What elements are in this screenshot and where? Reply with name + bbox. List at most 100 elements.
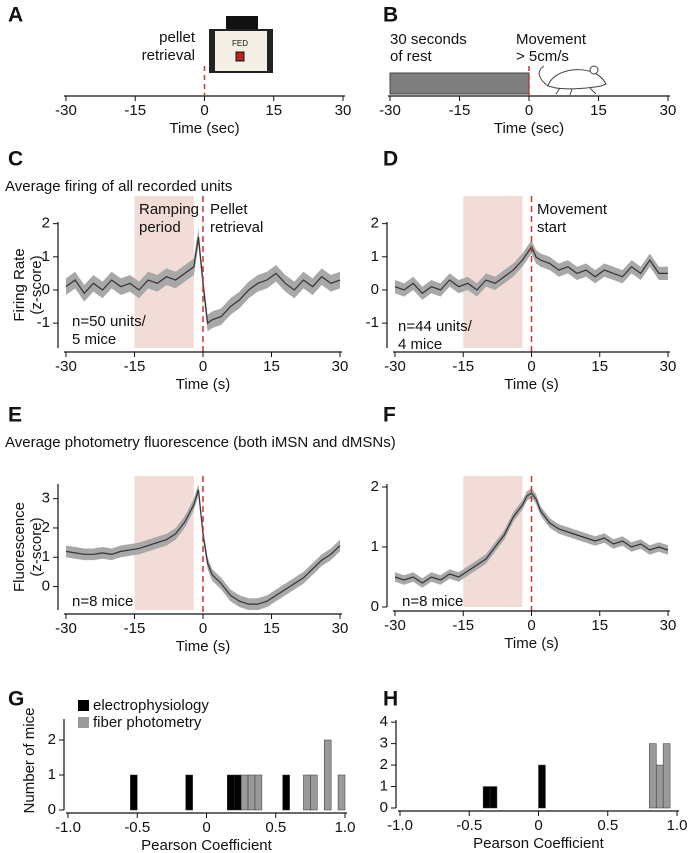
x-tick-label: 15	[591, 617, 608, 634]
x-axis-label: Pearson Coefficient	[473, 835, 604, 852]
x-tick-label: 15	[590, 102, 607, 119]
y-axis-label: Fluorescence	[11, 502, 28, 592]
n-label: n=8 mice	[72, 593, 133, 610]
y-axis-label: (z-score)	[28, 255, 45, 314]
event-label: pellet	[159, 29, 196, 46]
mean-line	[65, 489, 341, 605]
y-tick-label: 2	[48, 731, 56, 748]
x-tick-label: -30	[379, 102, 401, 119]
x-tick-label: -15	[452, 358, 474, 375]
x-tick-label: 30	[660, 617, 677, 634]
y-tick-label: 0	[371, 281, 379, 298]
panel-letter: C	[8, 148, 23, 171]
x-tick-label: 0.5	[265, 819, 286, 836]
x-tick-label: 0	[199, 358, 207, 375]
device-label: FED	[232, 39, 248, 48]
y-tick-label: 2	[380, 756, 388, 773]
panel-letter: A	[8, 4, 23, 27]
bar	[482, 786, 491, 809]
n-label: n=8 mice	[402, 593, 463, 610]
x-tick-label: -0.5	[124, 819, 150, 836]
y-tick-label: 4	[380, 713, 388, 730]
y-tick-label: 2	[371, 215, 379, 232]
shade-label: period	[139, 219, 181, 236]
x-tick-label: 30	[332, 358, 349, 375]
x-axis-label: Time (s)	[504, 376, 558, 393]
movement-label: > 5cm/s	[516, 48, 569, 65]
y-tick-label: 2	[42, 519, 50, 536]
fed-device: FED	[209, 16, 273, 73]
x-tick-label: 0.5	[597, 817, 618, 834]
x-axis-label: Time (s)	[504, 635, 558, 652]
error-band	[66, 484, 340, 610]
x-axis-label: Pearson Coefficient	[141, 837, 272, 853]
shade-label: Ramping	[139, 201, 199, 218]
device-body	[209, 29, 273, 73]
subtitle: Average firing of all recorded units	[5, 178, 232, 195]
y-tick-label: 1	[42, 548, 50, 565]
n-label: 5 mice	[72, 331, 116, 348]
y-tick-label: 0	[380, 799, 388, 816]
panel-letter: E	[8, 404, 22, 427]
x-tick-label: -0.5	[456, 817, 482, 834]
event-label: retrieval	[210, 219, 263, 236]
bar	[655, 764, 664, 809]
mouse-body	[547, 69, 607, 90]
panel-letter: F	[383, 404, 396, 427]
y-tick-label: 1	[48, 766, 56, 783]
bar	[538, 764, 546, 809]
bar	[185, 774, 193, 811]
bar	[303, 774, 311, 811]
x-axis-label: Time (s)	[176, 638, 230, 655]
x-tick-label: -30	[55, 358, 77, 375]
event-label: Movement	[537, 201, 608, 218]
event-label: Pellet	[210, 201, 248, 218]
shaded-period	[463, 476, 523, 607]
bar	[662, 743, 671, 809]
y-tick-label: -1	[366, 314, 379, 331]
mouse-ear	[589, 65, 599, 75]
rest-label: 30 seconds	[390, 31, 467, 48]
x-tick-label: -30	[55, 102, 77, 119]
y-tick-label: 1	[371, 248, 379, 265]
x-tick-label: 0	[202, 819, 210, 836]
x-tick-label: 0	[534, 817, 542, 834]
mean-line	[394, 492, 669, 584]
x-axis-label: Time (s)	[176, 376, 230, 393]
device-side	[267, 30, 272, 72]
mouse-legs	[555, 87, 597, 96]
bar	[233, 774, 242, 811]
y-tick-label: 3	[380, 735, 388, 752]
y-axis-label: Number of mice	[21, 708, 38, 814]
x-tick-label: -15	[124, 102, 146, 119]
rest-period	[389, 72, 530, 95]
legend-label: electrophysiology	[93, 697, 209, 714]
bar	[282, 774, 290, 811]
legend-label: fiber photometry	[93, 714, 202, 731]
y-tick-label: 2	[42, 215, 50, 232]
x-tick-label: -30	[384, 358, 406, 375]
x-tick-label: -15	[124, 358, 146, 375]
bar	[323, 739, 332, 811]
x-tick-label: 30	[332, 620, 349, 637]
x-tick-label: -1.0	[387, 817, 413, 834]
x-axis-label: Time (sec)	[169, 120, 239, 137]
bar	[227, 774, 235, 811]
y-tick-label: 0	[371, 598, 379, 615]
x-tick-label: 30	[660, 102, 677, 119]
n-label: n=44 units/	[398, 318, 473, 335]
bar	[310, 774, 318, 811]
y-tick-label: 0	[42, 281, 50, 298]
device-port	[235, 51, 245, 62]
bar	[130, 774, 138, 811]
y-tick-label: 1	[380, 778, 388, 795]
x-tick-label: 0	[527, 358, 535, 375]
mouse-drawing	[538, 65, 607, 96]
x-tick-label: -15	[452, 617, 474, 634]
x-tick-label: 0	[525, 102, 533, 119]
y-tick-label: 1	[42, 248, 50, 265]
x-tick-label: 15	[265, 102, 282, 119]
x-tick-label: -30	[384, 617, 406, 634]
bar	[337, 774, 346, 811]
